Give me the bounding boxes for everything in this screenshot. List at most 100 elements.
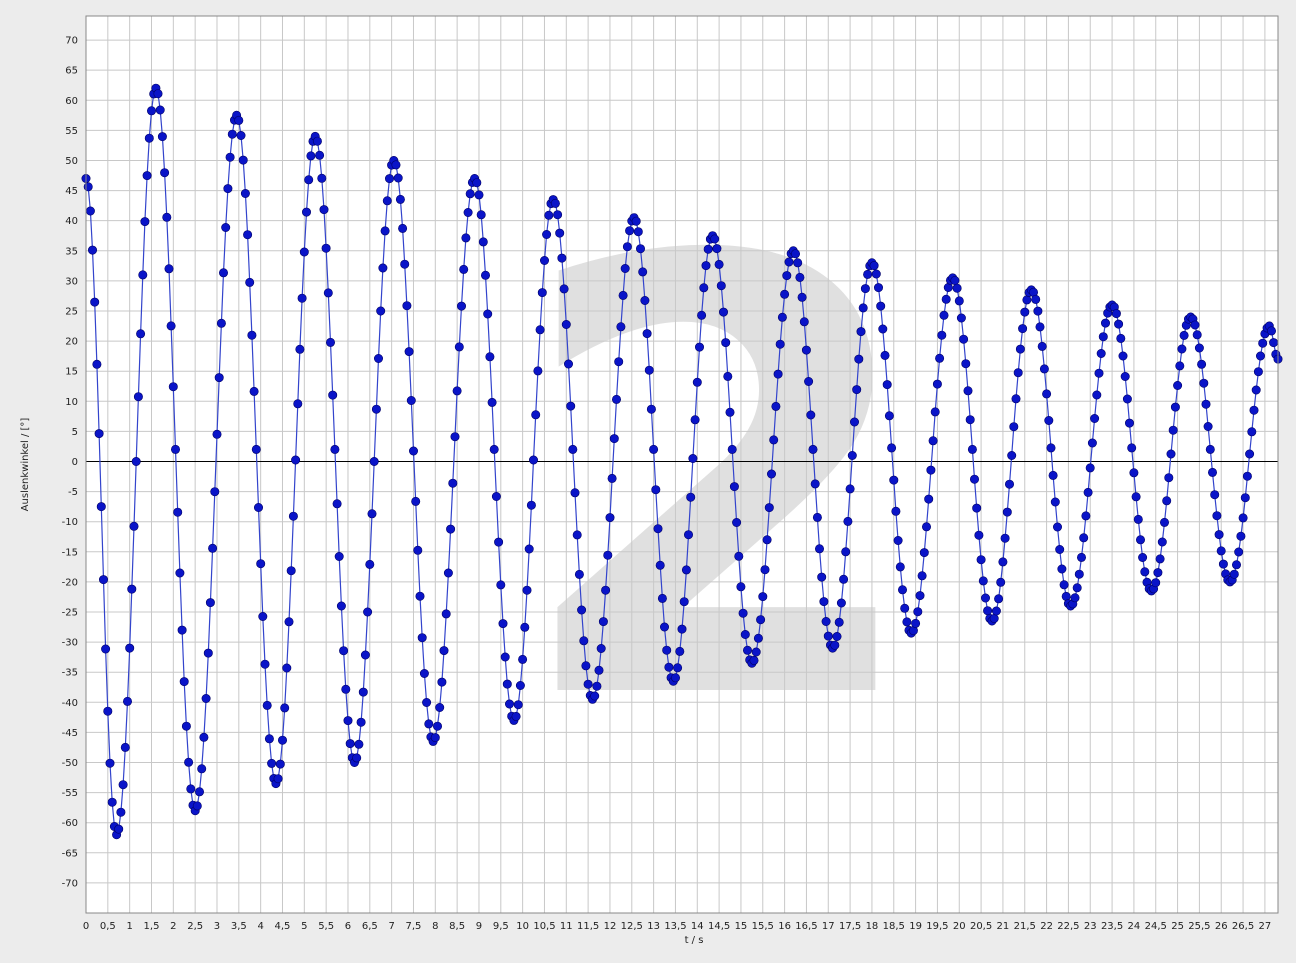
data-point xyxy=(991,606,1001,616)
data-point xyxy=(1269,338,1279,348)
data-point xyxy=(852,385,862,395)
x-tick-label: 17,5 xyxy=(839,921,861,932)
data-point xyxy=(1199,378,1209,388)
data-point xyxy=(771,401,781,411)
data-point xyxy=(177,625,187,635)
x-tick-label: 6 xyxy=(345,921,351,932)
data-point xyxy=(88,245,98,255)
x-tick-label: 22,5 xyxy=(1057,921,1079,932)
data-point xyxy=(408,446,418,456)
data-point xyxy=(935,353,945,363)
y-tick-label: -35 xyxy=(62,668,78,679)
x-tick-label: 5 xyxy=(301,921,307,932)
x-tick-label: 22 xyxy=(1040,921,1053,932)
data-point xyxy=(723,371,733,381)
data-point xyxy=(718,307,728,317)
data-point xyxy=(681,565,691,575)
data-point xyxy=(352,753,362,763)
x-tick-label: 24 xyxy=(1128,921,1141,932)
data-point xyxy=(692,377,702,387)
y-tick-label: -60 xyxy=(62,818,78,829)
data-point xyxy=(769,435,779,445)
data-point xyxy=(181,721,191,731)
data-point xyxy=(686,492,696,502)
data-point xyxy=(373,353,383,363)
data-point xyxy=(247,330,257,340)
data-point xyxy=(1037,341,1047,351)
data-point xyxy=(570,488,580,498)
data-point xyxy=(961,359,971,369)
data-point xyxy=(360,650,370,660)
data-point xyxy=(1092,390,1102,400)
data-point xyxy=(406,395,416,405)
x-tick-label: 5,5 xyxy=(318,921,334,932)
data-point xyxy=(1238,513,1248,523)
data-point xyxy=(760,565,770,575)
y-tick-label: 0 xyxy=(72,457,78,468)
data-point xyxy=(1074,569,1084,579)
data-point xyxy=(856,327,866,337)
y-tick-label: -15 xyxy=(62,547,78,558)
data-point xyxy=(633,227,643,237)
data-point xyxy=(876,301,886,311)
data-point xyxy=(994,594,1004,604)
data-point xyxy=(140,217,150,227)
x-tick-label: 2 xyxy=(170,921,176,932)
data-point xyxy=(1098,332,1108,342)
data-point xyxy=(670,673,680,683)
data-point xyxy=(288,511,298,521)
data-point xyxy=(817,572,827,582)
data-point xyxy=(341,684,351,694)
data-point xyxy=(806,410,816,420)
data-point xyxy=(725,407,735,417)
data-point xyxy=(125,643,135,653)
data-point xyxy=(683,530,693,540)
data-point xyxy=(424,719,434,729)
y-tick-label: 10 xyxy=(65,397,78,408)
data-point xyxy=(520,622,530,632)
data-point xyxy=(219,268,229,278)
data-point xyxy=(432,721,442,731)
data-point xyxy=(924,494,934,504)
x-tick-label: 12,5 xyxy=(621,921,643,932)
data-point xyxy=(450,432,460,442)
data-point xyxy=(784,257,794,267)
data-point xyxy=(1083,487,1093,497)
data-point xyxy=(1087,438,1097,448)
data-point xyxy=(105,758,115,768)
x-tick-label: 17 xyxy=(822,921,835,932)
data-point xyxy=(775,339,785,349)
data-point xyxy=(454,342,464,352)
data-point xyxy=(336,601,346,611)
data-point xyxy=(1127,443,1137,453)
data-point xyxy=(295,344,305,354)
data-point xyxy=(1002,507,1012,517)
data-point xyxy=(701,261,711,271)
y-tick-label: -40 xyxy=(62,698,78,709)
data-point xyxy=(830,640,840,650)
data-point xyxy=(384,174,394,184)
data-point xyxy=(1258,338,1268,348)
data-point xyxy=(699,283,709,293)
data-point xyxy=(160,168,170,178)
data-point xyxy=(1011,394,1021,404)
data-point xyxy=(367,509,377,519)
data-point xyxy=(363,607,373,617)
data-point xyxy=(459,264,469,274)
data-point xyxy=(1033,306,1043,316)
data-point xyxy=(714,259,724,269)
data-point xyxy=(1042,389,1052,399)
data-point xyxy=(1151,578,1161,588)
data-point xyxy=(99,575,109,585)
data-point xyxy=(339,646,349,656)
data-point xyxy=(227,129,237,139)
data-point xyxy=(1118,351,1128,361)
data-point xyxy=(561,319,571,329)
data-point xyxy=(841,547,851,557)
data-point xyxy=(1240,493,1250,503)
data-point xyxy=(1234,547,1244,557)
data-point xyxy=(712,244,722,254)
data-point xyxy=(1216,546,1226,556)
data-point xyxy=(472,178,482,188)
data-point xyxy=(1072,583,1082,593)
